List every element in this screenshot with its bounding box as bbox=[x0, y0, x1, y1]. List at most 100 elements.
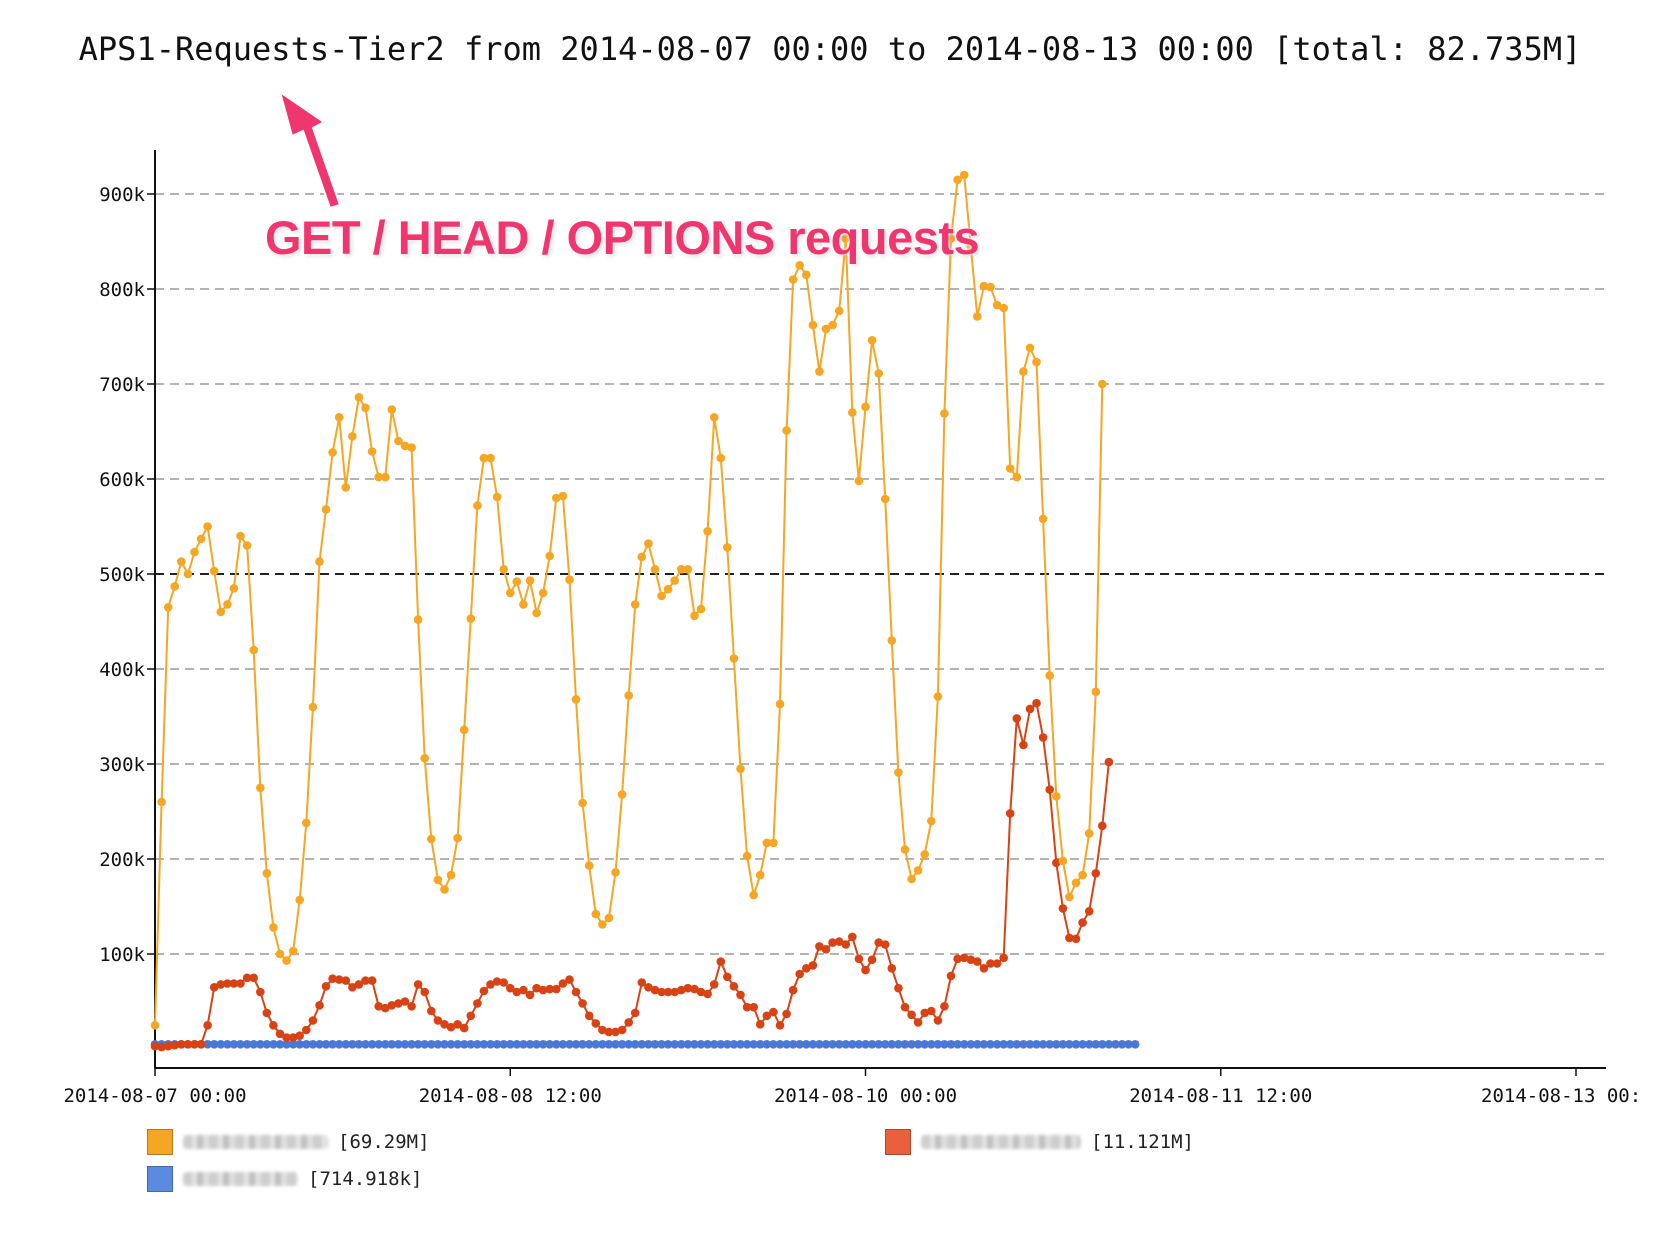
data-point bbox=[663, 987, 673, 997]
data-point bbox=[894, 1040, 903, 1049]
data-point bbox=[302, 818, 311, 828]
data-point bbox=[953, 175, 962, 185]
data-point bbox=[887, 1040, 897, 1049]
data-point bbox=[545, 551, 554, 561]
data-point bbox=[216, 607, 226, 617]
data-point bbox=[381, 472, 390, 482]
data-point bbox=[499, 978, 509, 987]
data-point bbox=[354, 393, 364, 402]
data-point bbox=[709, 413, 719, 422]
data-point bbox=[479, 1040, 489, 1049]
data-point bbox=[341, 1040, 351, 1049]
data-point bbox=[861, 402, 870, 412]
data-point bbox=[723, 972, 732, 982]
data-point bbox=[907, 874, 916, 884]
data-point bbox=[328, 1040, 337, 1049]
data-point bbox=[940, 1040, 949, 1049]
data-point bbox=[828, 320, 837, 330]
data-point bbox=[420, 1040, 430, 1049]
data-point bbox=[295, 1031, 305, 1040]
data-point bbox=[571, 695, 581, 704]
data-point bbox=[1058, 1040, 1068, 1049]
y-tick-label: 200k bbox=[99, 849, 145, 871]
data-point bbox=[348, 1040, 357, 1049]
data-point bbox=[506, 1040, 515, 1049]
data-point bbox=[1078, 918, 1087, 927]
data-point bbox=[170, 1040, 179, 1050]
data-point bbox=[644, 539, 653, 548]
data-point bbox=[867, 1040, 877, 1049]
data-point bbox=[427, 834, 436, 844]
data-point bbox=[1045, 785, 1054, 794]
data-point bbox=[381, 1040, 390, 1049]
data-point bbox=[670, 987, 679, 997]
annotation-arrow bbox=[278, 89, 342, 210]
data-point bbox=[545, 1040, 554, 1049]
data-point bbox=[473, 999, 482, 1008]
redacted-series-name bbox=[921, 1135, 1081, 1149]
data-point bbox=[512, 987, 522, 997]
data-point bbox=[690, 984, 699, 994]
data-point bbox=[1104, 757, 1114, 767]
data-point bbox=[848, 1040, 857, 1049]
data-point bbox=[887, 964, 897, 973]
data-point bbox=[400, 997, 410, 1006]
data-point bbox=[703, 989, 712, 999]
data-point bbox=[288, 1040, 298, 1049]
data-point bbox=[565, 975, 574, 984]
data-point bbox=[1091, 687, 1101, 697]
data-point bbox=[1005, 809, 1015, 818]
data-point bbox=[400, 441, 410, 451]
data-point bbox=[927, 1006, 936, 1016]
data-point bbox=[446, 870, 456, 880]
data-point bbox=[387, 1001, 397, 1010]
data-point bbox=[420, 987, 430, 997]
data-point bbox=[183, 569, 193, 579]
data-point bbox=[966, 955, 976, 964]
data-point bbox=[216, 980, 226, 989]
data-point bbox=[1098, 379, 1107, 389]
data-point bbox=[611, 868, 620, 877]
data-point bbox=[1032, 698, 1041, 708]
data-point bbox=[400, 1040, 410, 1049]
data-point bbox=[598, 1040, 607, 1049]
data-point bbox=[617, 790, 627, 799]
data-point bbox=[959, 953, 969, 963]
data-point bbox=[650, 565, 660, 574]
data-point bbox=[867, 955, 877, 964]
data-point bbox=[348, 983, 357, 992]
data-point bbox=[552, 493, 561, 503]
data-point bbox=[973, 957, 982, 966]
data-point bbox=[933, 1040, 943, 1049]
data-point bbox=[321, 982, 331, 991]
data-point bbox=[782, 426, 791, 435]
data-point bbox=[696, 1040, 706, 1049]
data-point bbox=[499, 565, 509, 574]
data-point bbox=[808, 320, 818, 330]
data-point bbox=[453, 1020, 462, 1029]
data-point bbox=[308, 1016, 318, 1025]
data-point bbox=[262, 869, 272, 878]
data-point bbox=[644, 983, 653, 992]
legend-item-red: [11.121M] bbox=[885, 1129, 1194, 1155]
data-point bbox=[512, 577, 522, 586]
data-point bbox=[834, 1040, 844, 1049]
data-point bbox=[617, 1040, 627, 1049]
data-point bbox=[341, 976, 351, 985]
data-point bbox=[894, 983, 903, 993]
data-point bbox=[907, 1040, 916, 1049]
data-point bbox=[815, 1040, 824, 1049]
data-point bbox=[946, 971, 956, 981]
data-point bbox=[282, 1040, 291, 1049]
data-point bbox=[604, 913, 614, 923]
data-point bbox=[598, 920, 607, 929]
data-point bbox=[1058, 856, 1068, 866]
data-point bbox=[795, 969, 804, 979]
data-point bbox=[249, 973, 258, 983]
data-point bbox=[1052, 858, 1061, 868]
data-point bbox=[874, 938, 883, 947]
y-tick-label: 800k bbox=[99, 279, 145, 301]
x-tick-label: 2014-08-13 00: bbox=[1481, 1085, 1641, 1107]
annotation-label: GET / HEAD / OPTIONS requests bbox=[265, 211, 980, 264]
data-point bbox=[446, 1040, 456, 1049]
